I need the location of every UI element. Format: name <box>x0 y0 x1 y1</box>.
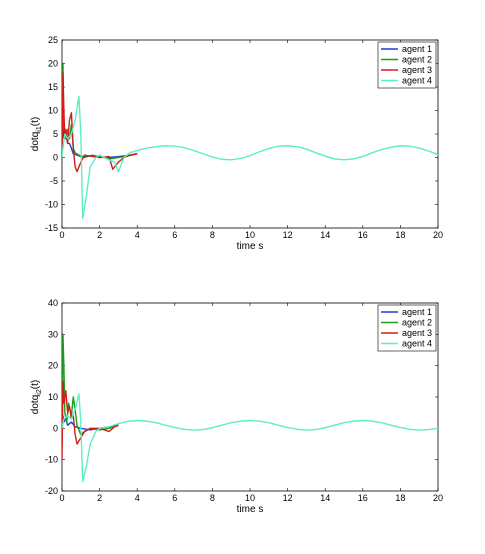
chart-2-y-axis-label-suffix: (t) <box>30 380 41 389</box>
chart-1-y-tick-label: -10 <box>45 200 58 210</box>
chart-2-x-tick-label: 12 <box>283 493 293 503</box>
chart-1: 0 2 4 6 8 10 12 14 16 18 20 -15 -10 -5 0 5 10 15 20 25 time … <box>30 35 443 252</box>
chart-2-y-tick-label: -10 <box>45 455 58 465</box>
chart-2-y-tick-label: 30 <box>48 329 58 339</box>
chart-1-y-tick-label: 15 <box>48 82 58 92</box>
chart-2-y-axis-label-main: dotq <box>30 395 41 414</box>
chart-1-x-tick-label: 12 <box>283 230 293 240</box>
chart-2-y-tick-label: 0 <box>53 423 58 433</box>
chart-2-y-tick-label: 40 <box>48 298 58 308</box>
chart-1-y-tick-label: 5 <box>53 129 58 139</box>
chart-1-y-axis-label: dotqi1(t) <box>30 117 43 151</box>
chart-1-y-axis-label-main: dotq <box>30 132 41 151</box>
chart-2-y-tick-label: 10 <box>48 392 58 402</box>
chart-2-series-line-agent-4 <box>62 393 438 483</box>
chart-1-x-tick-label: 8 <box>210 230 215 240</box>
chart-1-legend-label-agent-1: agent 1 <box>402 44 432 54</box>
chart-2-series-line-agent-3 <box>62 380 119 460</box>
chart-1-x-tick-label: 4 <box>135 230 140 240</box>
chart-2-x-tick-label: 0 <box>59 493 64 503</box>
chart-1-y-tick-label: -15 <box>45 223 58 233</box>
chart-2-x-tick-label: 20 <box>433 493 443 503</box>
chart-2-x-tick-label: 18 <box>395 493 405 503</box>
chart-2-series-line-agent-2 <box>62 333 119 445</box>
chart-1-y-tick-label: 25 <box>48 35 58 45</box>
chart-2-x-tick-label: 10 <box>245 493 255 503</box>
chart-2-series-group <box>62 333 438 483</box>
chart-1-y-tick-label: 10 <box>48 106 58 116</box>
chart-2-x-tick-label: 16 <box>358 493 368 503</box>
chart-1-legend-label-agent-2: agent 2 <box>402 55 432 65</box>
chart-1-legend-label-agent-3: agent 3 <box>402 65 432 75</box>
chart-1-x-axis-label: time s <box>237 241 264 252</box>
chart-1-legend-label-agent-4: agent 4 <box>402 76 432 86</box>
chart-2-y-axis-label: dotqi2(t) <box>30 380 43 414</box>
chart-2-x-tick-label: 14 <box>320 493 330 503</box>
chart-2-y-tick-label: -20 <box>45 486 58 496</box>
chart-1-x-tick-label: 2 <box>97 230 102 240</box>
chart-1-x-tick-label: 18 <box>395 230 405 240</box>
chart-2-x-tick-label: 4 <box>135 493 140 503</box>
chart-1-series-line-agent-4 <box>62 95 438 220</box>
chart-1-y-tick-label: -5 <box>50 176 58 186</box>
chart-1-series-group <box>62 62 438 220</box>
chart-2-legend-label-agent-4: agent 4 <box>402 339 432 349</box>
chart-2-x-axis-label: time s <box>237 504 264 515</box>
chart-2-x-tick-label: 2 <box>97 493 102 503</box>
chart-1-x-tick-label: 16 <box>358 230 368 240</box>
chart-1-x-tick-label: 6 <box>172 230 177 240</box>
chart-2-x-tick-label: 8 <box>210 493 215 503</box>
chart-1-x-tick-label: 14 <box>320 230 330 240</box>
chart-1-x-tick-label: 20 <box>433 230 443 240</box>
chart-2-x-tick-label: 6 <box>172 493 177 503</box>
chart-1-y-axis-label-sub: i1 <box>36 126 43 132</box>
chart-1-plot-area <box>61 39 439 229</box>
chart-2-y-tick-label: 20 <box>48 361 58 371</box>
chart-1-x-tick-label: 10 <box>245 230 255 240</box>
chart-1-y-axis-label-suffix: (t) <box>30 117 41 126</box>
chart-1-x-tick-label: 0 <box>59 230 64 240</box>
chart-1-y-tick-label: 20 <box>48 59 58 69</box>
chart-2: 0 2 4 6 8 10 12 14 16 18 20 -20 -10 0 10 20 30 40 time s do… <box>30 298 443 515</box>
chart-2-legend-label-agent-2: agent 2 <box>402 318 432 328</box>
chart-2-legend-label-agent-1: agent 1 <box>402 307 432 317</box>
chart-1-y-tick-label: 0 <box>53 153 58 163</box>
chart-2-legend-label-agent-3: agent 3 <box>402 328 432 338</box>
chart-2-y-axis-label-sub: i2 <box>36 389 43 395</box>
